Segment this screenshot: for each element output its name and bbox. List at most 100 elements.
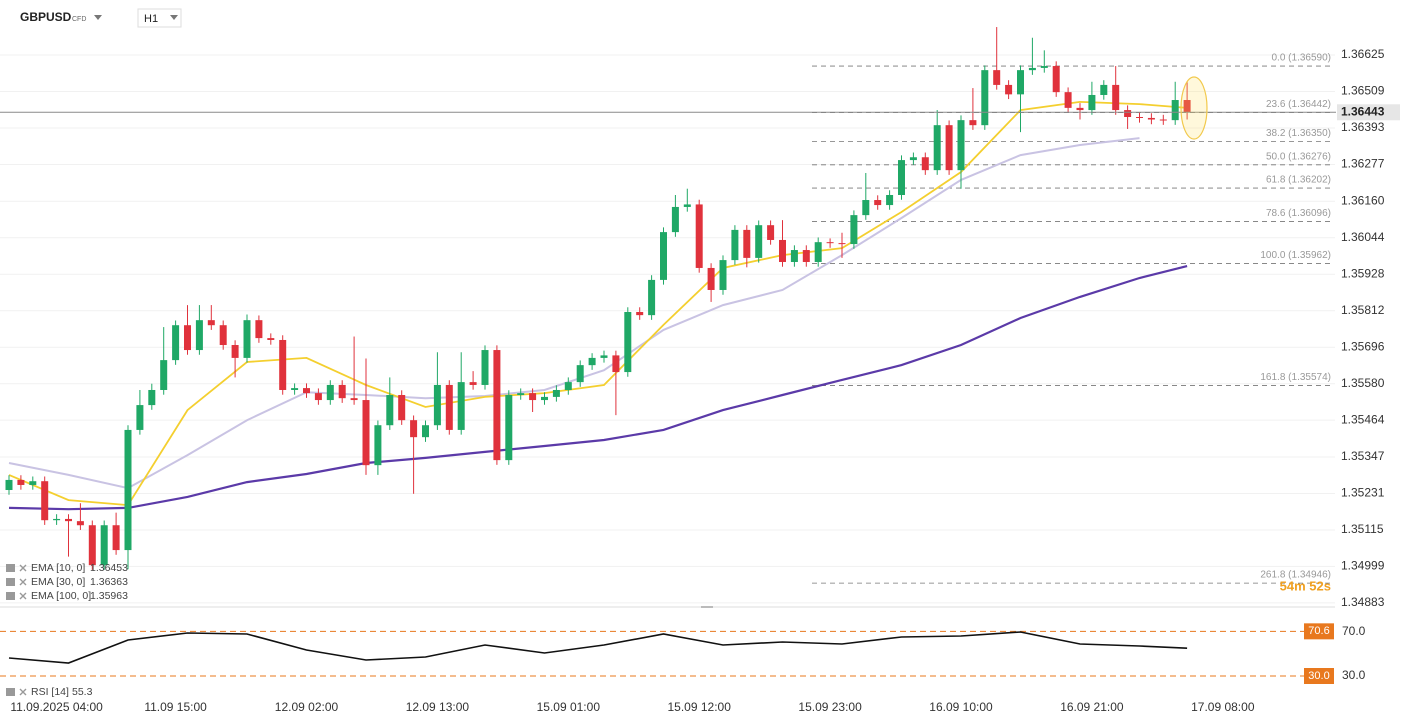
candle-body [124, 429, 132, 551]
badge: CFD [72, 16, 86, 23]
timeframe[interactable]: H1 [144, 13, 158, 25]
candle-body [743, 229, 751, 258]
candle-body [1112, 84, 1120, 111]
ema-line [8, 137, 1140, 490]
candle-body [576, 365, 584, 383]
candle-body [1028, 67, 1036, 71]
candle-body [826, 242, 834, 244]
legend-remove[interactable] [19, 592, 27, 600]
legend-remove[interactable] [19, 578, 27, 586]
timeframe-box[interactable] [137, 8, 182, 28]
y-tick-label: 1.35231 [1341, 486, 1385, 500]
candle-body [1064, 92, 1072, 108]
fib-label: 161.8 (1.35574) [1260, 372, 1331, 383]
candle-body [469, 382, 477, 385]
pane-handle[interactable] [701, 606, 713, 608]
candle-body [445, 384, 453, 430]
y-tick-label: 1.35928 [1341, 266, 1385, 280]
x-tick-label: 17.09 08:00 [1191, 700, 1255, 714]
candle-body [112, 525, 120, 551]
candle-body [255, 320, 263, 339]
highlight [1180, 76, 1208, 140]
candle-body [350, 398, 358, 401]
candle-body [862, 200, 870, 216]
candle-body [898, 160, 905, 195]
candle-body [600, 355, 608, 358]
x-tick-label: 16.09 10:00 [929, 700, 993, 714]
y-tick-label: 1.36044 [1341, 230, 1385, 244]
candle-body [779, 239, 786, 262]
candle-body [338, 384, 346, 399]
candle-body [314, 393, 322, 401]
candle-body [517, 393, 525, 396]
x-tick-label: 12.09 13:00 [406, 700, 470, 714]
fib-label: 23.6 (1.36442) [1266, 99, 1331, 110]
y-tick-label: 1.36277 [1341, 157, 1385, 171]
candle-body [1052, 66, 1060, 93]
legend-value: 1.36453 [90, 562, 128, 574]
candle-body [362, 400, 370, 466]
candle-body [790, 250, 798, 262]
y-tick-label: 1.35464 [1341, 412, 1385, 426]
candle-body [981, 70, 989, 126]
symbol[interactable]: GBPUSD [20, 10, 72, 24]
current-price: 1.36443 [1341, 104, 1385, 118]
candle-body [422, 425, 429, 438]
candle-body [755, 225, 763, 258]
candle-body [505, 395, 513, 461]
candle-body [410, 420, 418, 438]
candle-body [374, 425, 382, 466]
candle-body [909, 157, 917, 161]
y-tick-label: 1.36160 [1341, 193, 1385, 207]
candle-body [88, 525, 96, 566]
candle-body [386, 395, 394, 426]
candle-body [695, 204, 703, 268]
legend-name: EMA [100, 0] [31, 590, 91, 602]
candle-body [874, 200, 882, 206]
legend-icon [6, 688, 15, 696]
candle-body [648, 279, 656, 316]
symbol-dropdown[interactable] [94, 15, 102, 20]
candle-body [219, 325, 227, 346]
candle-body [814, 242, 822, 262]
countdown: 54m 52s [1280, 578, 1331, 593]
ema-line [8, 100, 1188, 507]
candle-body [207, 320, 215, 326]
rsi-line [8, 631, 1188, 664]
y-tick-label: 1.36393 [1341, 120, 1385, 134]
rsi-tick-label: 70.0 [1342, 624, 1366, 638]
candle-body [719, 260, 727, 290]
y-tick-label: 1.35115 [1341, 522, 1384, 536]
candle-body [398, 395, 406, 421]
candle-body [767, 225, 775, 240]
candle-body [1159, 119, 1167, 121]
legend-value: 1.36363 [90, 576, 128, 588]
candle-body [231, 345, 239, 358]
candle-body [731, 229, 739, 261]
fib-label: 100.0 (1.35962) [1260, 250, 1331, 261]
candle-body [136, 405, 144, 430]
timeframe-dropdown[interactable] [170, 15, 178, 20]
candle-body [993, 70, 1001, 85]
y-tick-label: 1.36509 [1341, 84, 1385, 98]
candle-body [957, 120, 965, 171]
x-tick-label: 11.09.2025 04:00 [10, 700, 103, 714]
legend-remove[interactable] [19, 688, 27, 696]
candle-body [1183, 100, 1191, 113]
x-tick-label: 16.09 21:00 [1060, 700, 1124, 714]
candle-body [1017, 70, 1024, 95]
rsi-legend-name: RSI [14] [31, 686, 69, 698]
candle-body [279, 339, 287, 390]
candle-body [1136, 116, 1143, 118]
candle-body [184, 325, 191, 351]
fib-label: 61.8 (1.36202) [1266, 175, 1331, 186]
legend-icon [6, 564, 15, 572]
candle-body [921, 157, 929, 171]
candle-body [76, 521, 84, 526]
candle-body [17, 479, 25, 485]
legend-remove[interactable] [19, 564, 27, 572]
candle-body [1124, 110, 1132, 117]
y-tick-label: 1.34999 [1341, 559, 1385, 573]
